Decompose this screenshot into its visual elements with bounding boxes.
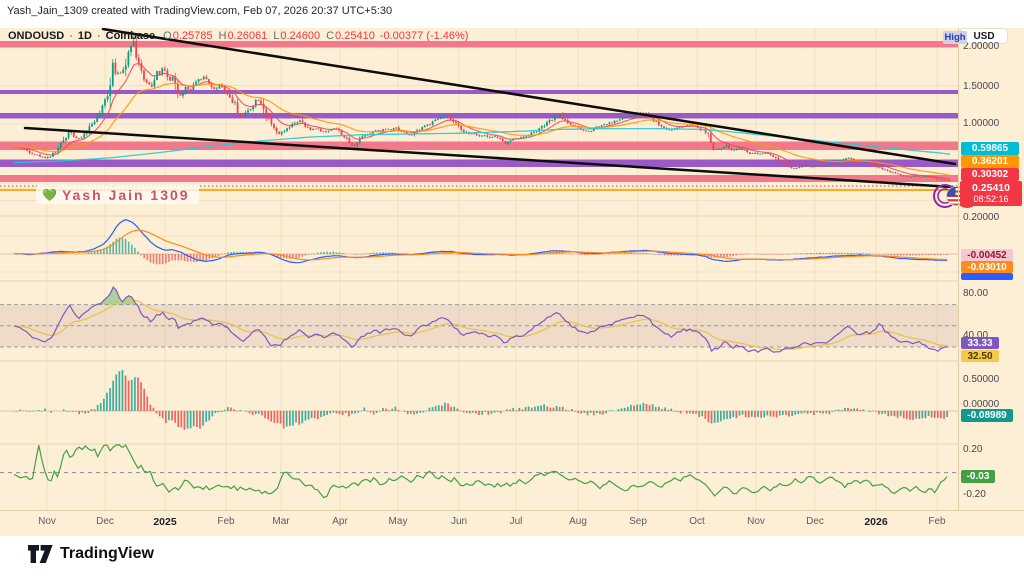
price-tick: 0.20: [963, 444, 983, 455]
price-badge: [961, 273, 1013, 280]
chart-background: [0, 28, 1024, 510]
time-label: Dec: [96, 516, 114, 527]
interval-label[interactable]: 1D: [77, 30, 92, 42]
price-badge: -0.03: [961, 470, 995, 483]
time-axis[interactable]: Nov Dec 2025 Feb Mar Apr May Jun Jul Aug Sep Oct Nov…: [0, 510, 958, 535]
price-tick: 0.20000: [963, 212, 1000, 223]
price-badge: -0.03010: [961, 261, 1013, 273]
footer-brand: TradingView: [28, 545, 154, 563]
symbol-bar: ONDOUSD · 1D · Coinbase O 0.25785 H 0.26061…: [8, 30, 468, 42]
separator-dot: ·: [96, 30, 101, 42]
ohlc-o: O 0.25785: [163, 30, 213, 42]
price-badge: -0.00452: [961, 249, 1013, 261]
price-tick: 2.00000: [963, 41, 1000, 52]
time-label: Feb: [928, 516, 946, 527]
ohlc-c: C 0.25410: [326, 30, 375, 42]
time-label: Nov: [38, 516, 56, 527]
price-tick: 80.00: [963, 288, 989, 299]
price-tick: 1.00000: [963, 118, 1000, 129]
current-price-value: 0.25410: [972, 181, 1010, 194]
exchange-label: Coinbase: [105, 30, 156, 42]
price-badge: 0.36201: [961, 155, 1019, 168]
ohlc-l: L 0.24600: [273, 30, 321, 42]
price-badge: 0.59865: [961, 142, 1019, 155]
time-label: Nov: [747, 516, 765, 527]
time-label: Mar: [272, 516, 290, 527]
header-credit: Yash_Jain_1309 created with TradingView.…: [7, 5, 393, 17]
time-label: 2026: [864, 516, 888, 528]
price-badge: 32.50: [961, 350, 999, 362]
sr-band-res-1p45: [0, 90, 958, 94]
bar-countdown: 08:52:16: [973, 193, 1009, 204]
price-tick: 1.50000: [963, 81, 1000, 92]
time-label: 2025: [153, 516, 177, 528]
time-label: Oct: [689, 516, 705, 527]
trendline: [101, 28, 957, 166]
time-label: Dec: [806, 516, 824, 527]
sr-band-res-1p10: [0, 113, 958, 119]
watermark-text: Yash Jain 1309: [61, 186, 190, 203]
price-tick: 0.00000: [963, 399, 1000, 410]
price-badge: 33.33: [961, 337, 999, 349]
time-label: Sep: [629, 516, 647, 527]
axis-separator: [958, 28, 959, 535]
time-label: Aug: [569, 516, 587, 527]
sr-band-sup-0p50: [0, 159, 958, 167]
time-axis-strip: [0, 510, 1024, 536]
time-label: Jun: [450, 516, 468, 527]
change-value: -0.00377 (-1.46%): [379, 30, 469, 42]
sr-band-sup-0p30: [0, 175, 958, 182]
tradingview-wordmark[interactable]: TradingView: [60, 545, 154, 562]
current-price-badge: 0.25410 08:52:16: [960, 181, 1022, 206]
symbol-name[interactable]: ONDOUSD: [8, 30, 65, 42]
user-watermark: 💚 Yash Jain 1309: [36, 185, 199, 204]
ohlc-values: O 0.25785 H 0.26061 L 0.24600 C 0.25410: [163, 30, 375, 42]
sr-band-high-zone: [0, 41, 958, 48]
price-tick: -0.20: [963, 489, 986, 500]
price-tick: 40.00: [963, 330, 989, 341]
ohlc-h: H 0.26061: [218, 30, 268, 42]
sr-band-sup-0p75: [0, 141, 958, 150]
price-badge: 0.30302: [961, 168, 1019, 181]
price-axis[interactable]: USD 0.25410 08:52:16 2.00000 1.50000 1.000…: [958, 28, 1024, 510]
separator-dot: ·: [69, 30, 73, 42]
time-label: Feb: [217, 516, 235, 527]
trendline: [23, 126, 954, 189]
heart-icon: 💚: [42, 187, 57, 202]
currency-toggle-button[interactable]: USD: [961, 29, 1007, 43]
time-label: Jul: [509, 516, 523, 527]
high-line-label[interactable]: High: [943, 31, 967, 44]
time-label: Apr: [332, 516, 348, 527]
price-tick: 0.50000: [963, 374, 1000, 385]
chart-canvas[interactable]: [0, 28, 958, 510]
price-badge: -0.08989: [961, 409, 1013, 422]
tradingview-logo-icon[interactable]: [28, 545, 53, 563]
time-label: May: [388, 516, 408, 527]
